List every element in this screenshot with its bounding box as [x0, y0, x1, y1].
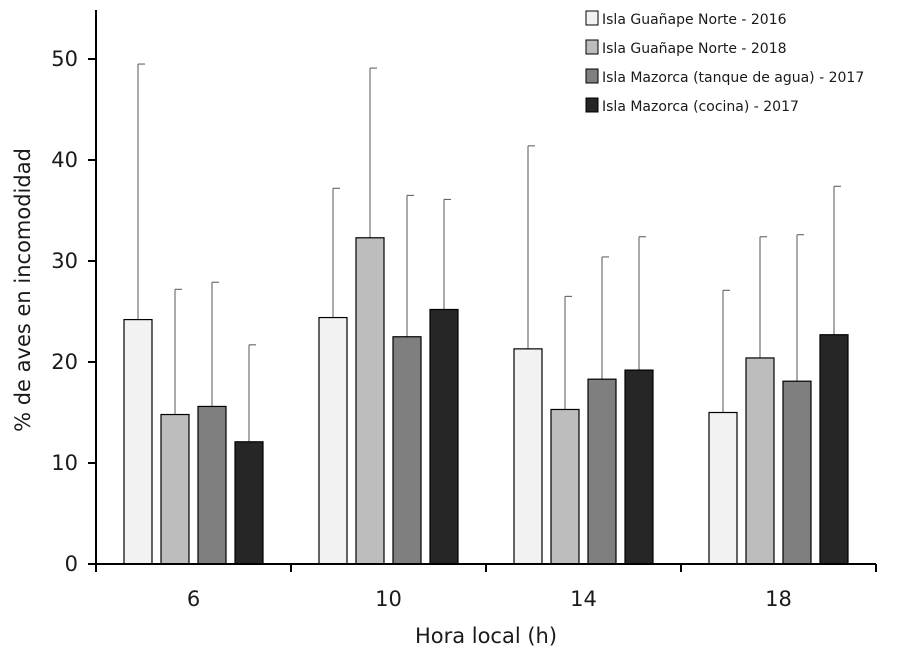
bar	[782, 380, 812, 565]
legend-swatch	[585, 10, 599, 26]
bar	[197, 405, 227, 565]
legend-swatch	[585, 39, 599, 55]
y-ticks: 0 10 20 30 40 50	[51, 47, 96, 576]
y-tick-label: 30	[51, 249, 78, 273]
x-ticks: 6 10 14 18	[95, 564, 877, 611]
bar	[587, 378, 617, 565]
bar	[429, 308, 459, 565]
bar	[160, 413, 190, 565]
x-tick-label: 10	[375, 587, 402, 611]
x-axis-title: Hora local (h)	[415, 624, 557, 648]
bar	[318, 316, 348, 565]
error-bars	[137, 63, 841, 442]
x-tick-label: 6	[187, 587, 200, 611]
y-tick-label: 20	[51, 350, 78, 374]
legend-label: Isla Mazorca (cocina) - 2017	[602, 99, 799, 115]
bar	[708, 411, 738, 565]
y-tick-label: 50	[51, 47, 78, 71]
bar	[819, 334, 849, 565]
legend-label: Isla Mazorca (tanque de agua) - 2017	[602, 70, 864, 86]
bar	[355, 237, 385, 565]
legend: Isla Guañape Norte - 2016 Isla Guañape No…	[585, 10, 864, 115]
bar	[123, 318, 153, 565]
x-tick-label: 14	[570, 587, 597, 611]
bar	[234, 441, 264, 565]
y-tick-label: 10	[51, 451, 78, 475]
bar	[550, 408, 580, 565]
bar	[624, 369, 654, 565]
legend-swatch	[585, 97, 599, 113]
bar	[745, 357, 775, 565]
y-axis-title: % de aves en incomodidad	[11, 148, 35, 432]
y-tick-label: 0	[65, 552, 78, 576]
legend-swatch	[585, 68, 599, 84]
legend-label: Isla Guañape Norte - 2018	[602, 41, 787, 57]
y-tick-label: 40	[51, 148, 78, 172]
bar	[513, 348, 543, 565]
bar	[392, 336, 422, 565]
bars	[123, 237, 849, 565]
legend-label: Isla Guañape Norte - 2016	[602, 12, 787, 28]
x-tick-label: 18	[765, 587, 792, 611]
